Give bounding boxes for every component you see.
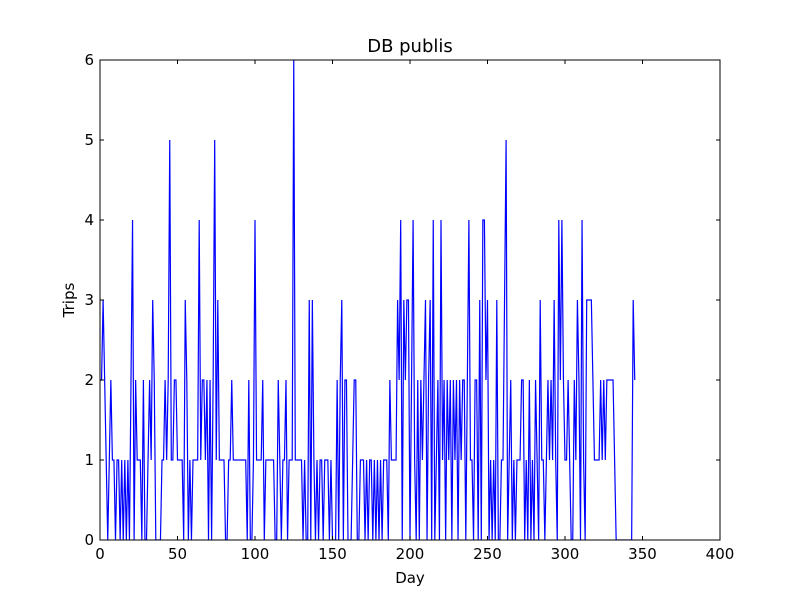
y-tick-label: 1 [84, 451, 94, 469]
x-tick-label: 350 [628, 545, 657, 563]
y-tick-label: 5 [84, 131, 94, 149]
series-layer [100, 60, 636, 540]
x-tick-label: 300 [551, 545, 580, 563]
x-tick-label: 50 [168, 545, 187, 563]
y-tick-label: 6 [84, 51, 94, 69]
x-tick-label: 100 [241, 545, 270, 563]
ticks-layer: 0 50 100 150 200 250 300 350 400 0 1 2 3 4 5 6 [84, 51, 734, 563]
x-tick-label: 150 [318, 545, 347, 563]
x-tick-label: 250 [473, 545, 502, 563]
series-line [100, 60, 636, 540]
y-tick-label: 3 [84, 291, 94, 309]
x-axis-title: Day [395, 569, 425, 587]
x-tick-label: 400 [706, 545, 735, 563]
y-tick-label: 2 [84, 371, 94, 389]
x-tick-label: 0 [95, 545, 105, 563]
chart-title: DB publis [367, 36, 453, 57]
y-tick-label: 4 [84, 211, 94, 229]
x-tick-label: 200 [396, 545, 425, 563]
y-tick-label: 0 [84, 531, 94, 549]
y-axis-title: Trips [60, 283, 78, 319]
